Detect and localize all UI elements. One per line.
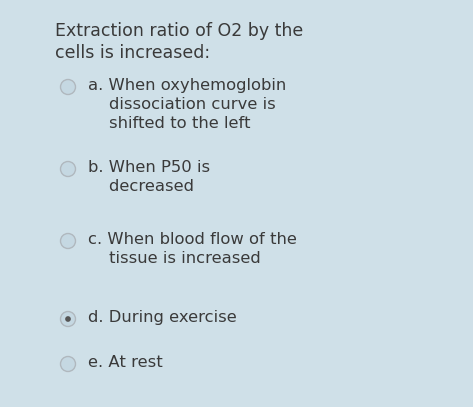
Text: d. During exercise: d. During exercise: [88, 310, 237, 325]
Circle shape: [61, 357, 76, 372]
Text: tissue is increased: tissue is increased: [88, 251, 261, 266]
Circle shape: [61, 311, 76, 326]
Text: decreased: decreased: [88, 179, 194, 194]
Circle shape: [61, 79, 76, 94]
Text: a. When oxyhemoglobin: a. When oxyhemoglobin: [88, 78, 286, 93]
Text: dissociation curve is: dissociation curve is: [88, 97, 276, 112]
Text: c. When blood flow of the: c. When blood flow of the: [88, 232, 297, 247]
Text: shifted to the left: shifted to the left: [88, 116, 251, 131]
Circle shape: [65, 316, 71, 322]
Circle shape: [61, 234, 76, 249]
Text: e. At rest: e. At rest: [88, 355, 163, 370]
Circle shape: [61, 162, 76, 177]
Text: b. When P50 is: b. When P50 is: [88, 160, 210, 175]
Text: Extraction ratio of O2 by the: Extraction ratio of O2 by the: [55, 22, 303, 40]
Text: cells is increased:: cells is increased:: [55, 44, 210, 62]
